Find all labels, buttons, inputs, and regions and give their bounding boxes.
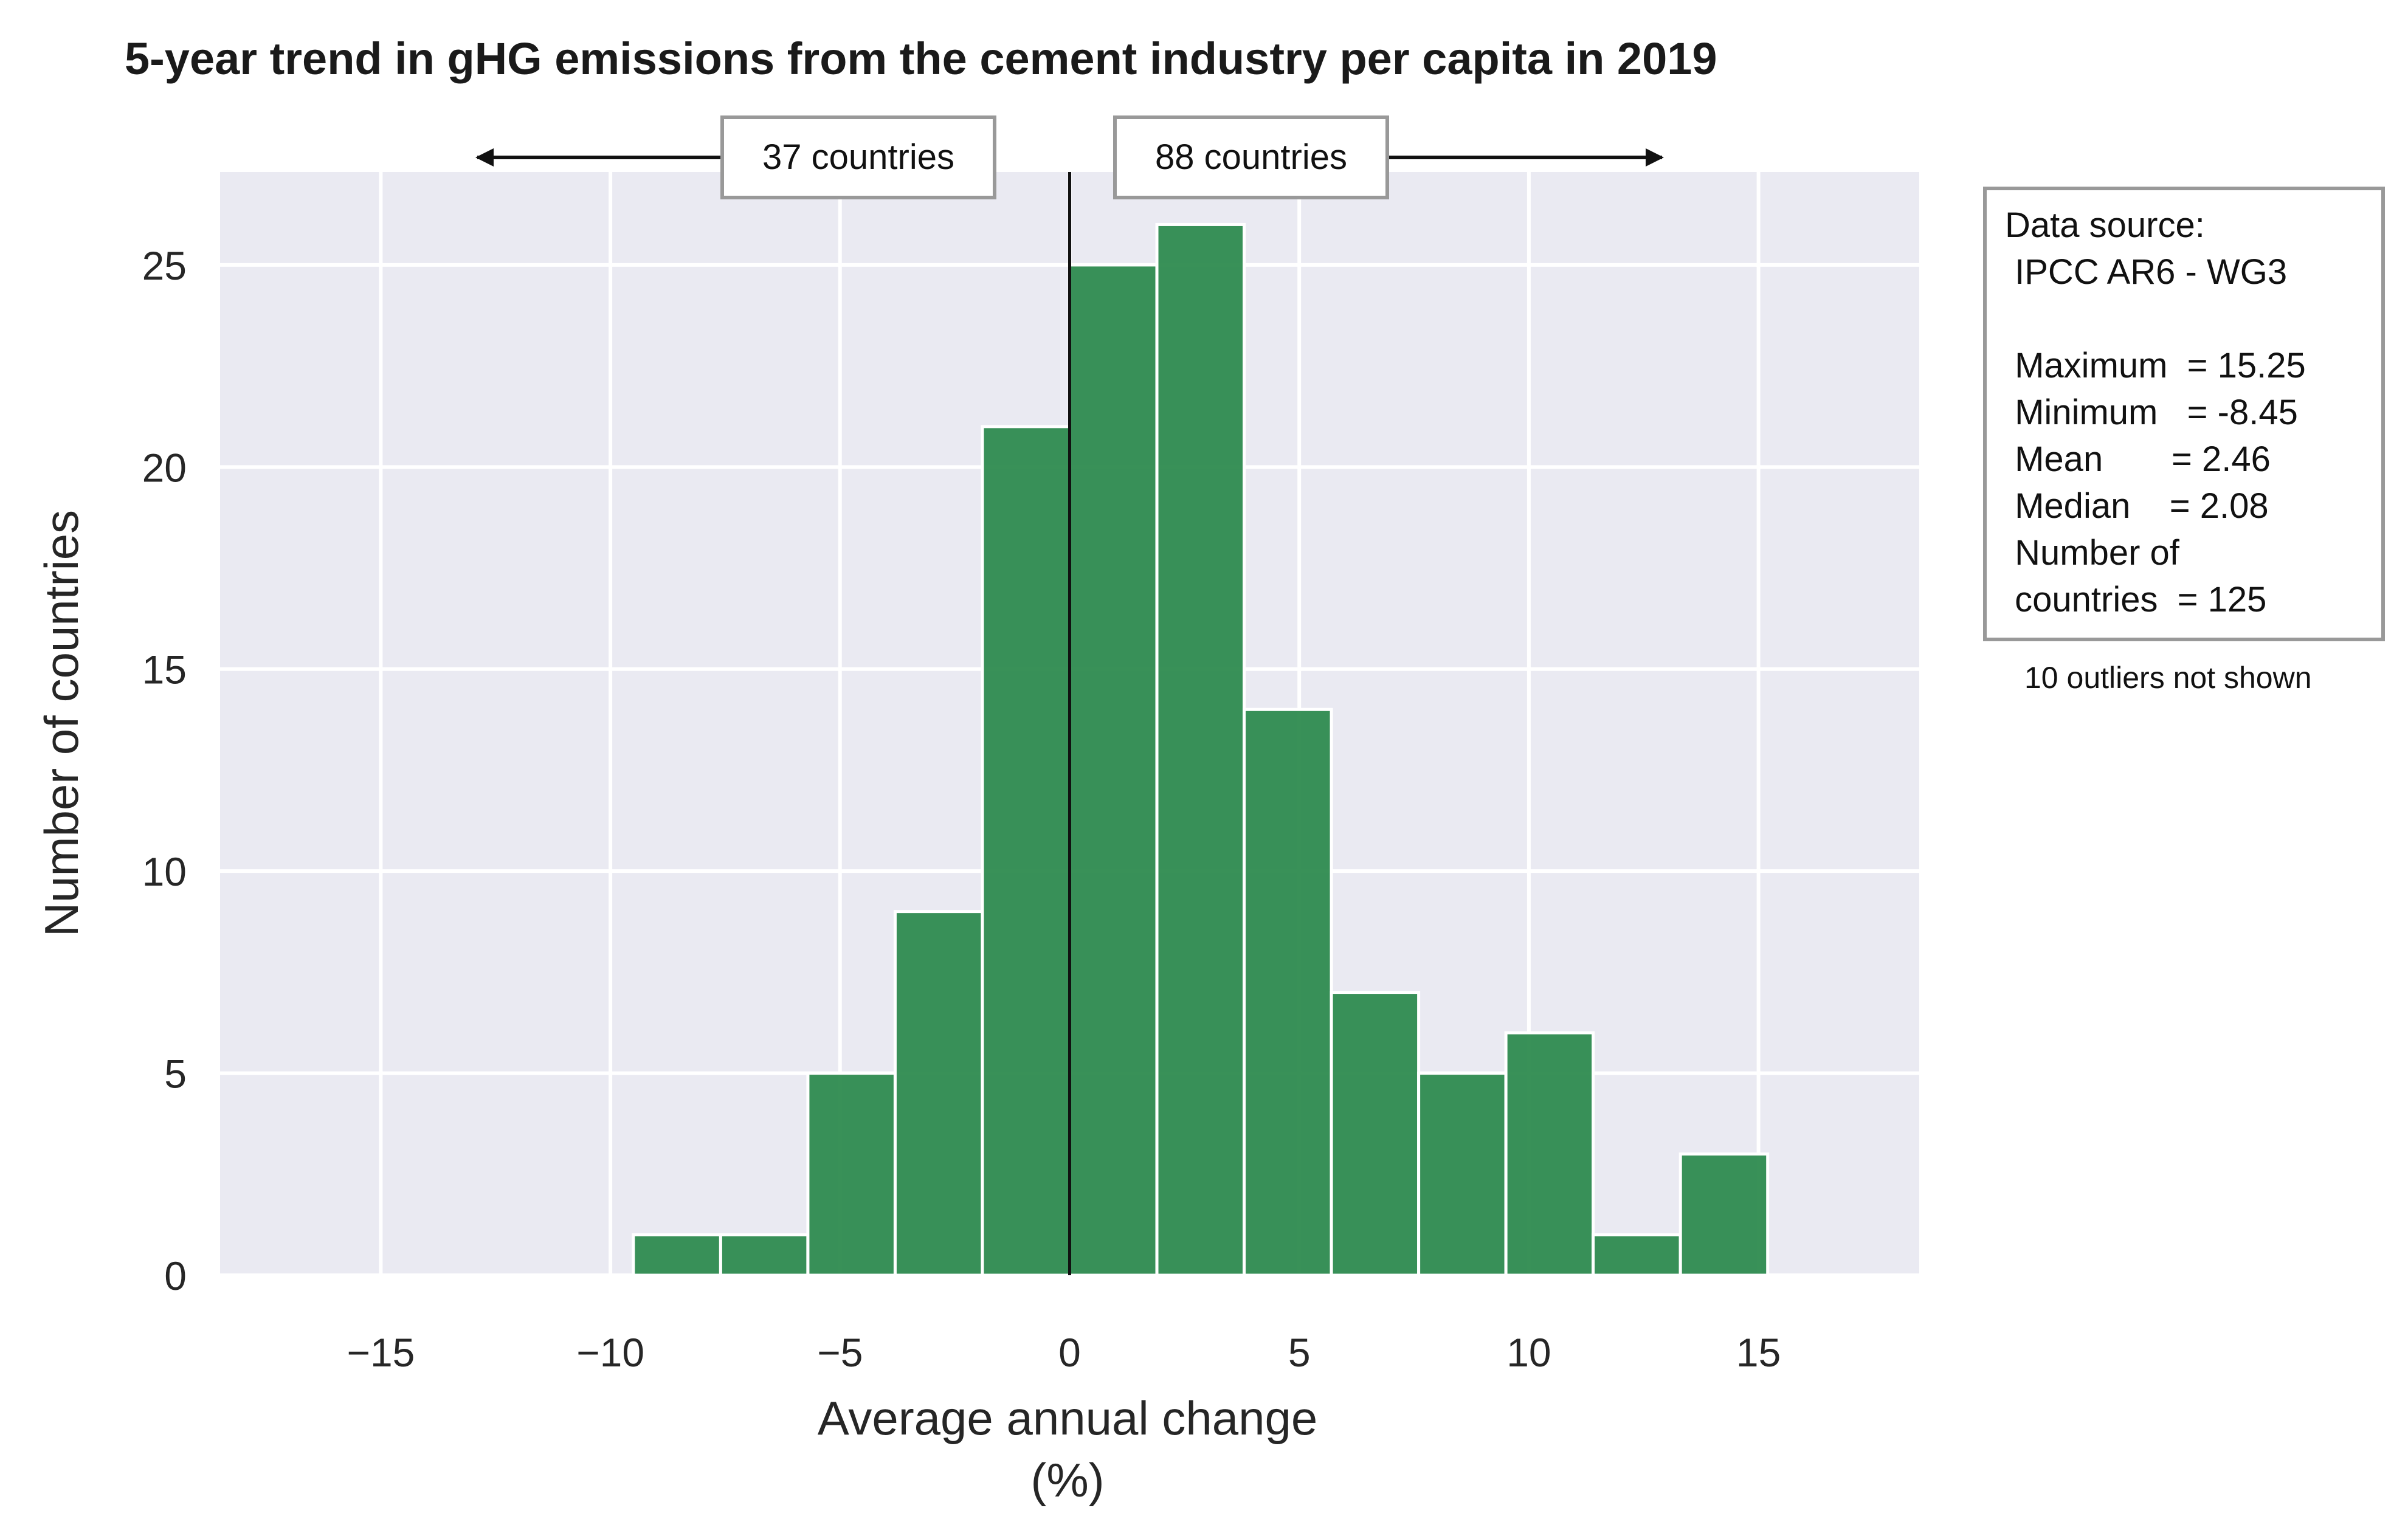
- y-tick-label: 15: [142, 647, 187, 692]
- chart-title: 5-year trend in gHG emissions from the c…: [125, 33, 1717, 84]
- histogram-bar: [1592, 1233, 1682, 1277]
- y-tick-label: 25: [142, 243, 187, 288]
- histogram-bar: [1243, 708, 1333, 1277]
- histogram-bar: [981, 425, 1072, 1277]
- histogram-bar: [893, 910, 984, 1277]
- stats-box-lines: Data source: IPCC AR6 - WG3 Maximum = 15…: [2005, 205, 2306, 619]
- y-tick-label: 20: [142, 445, 187, 490]
- left-annotation-box: [720, 115, 996, 199]
- histogram-bar: [719, 1233, 810, 1277]
- stats-line: Maximum = 15.25: [2005, 346, 2306, 385]
- x-axis-label-line1: Average annual change: [818, 1391, 1318, 1445]
- x-tick-label: −15: [347, 1330, 415, 1375]
- stats-box: [1983, 187, 2385, 641]
- x-axis-ticks: −15 −10 −5 0 5 10 15: [347, 1330, 1781, 1375]
- stats-line: countries = 125: [2005, 580, 2266, 619]
- x-tick-label: 0: [1058, 1330, 1081, 1375]
- histogram-bar: [1068, 263, 1159, 1277]
- right-annotation-box: [1113, 115, 1389, 199]
- x-tick-label: 5: [1288, 1330, 1311, 1375]
- histogram-bar: [1417, 1072, 1508, 1277]
- outliers-note: 10 outliers not shown: [2024, 661, 2312, 695]
- right-annotation-text: 88 countries: [1155, 137, 1347, 177]
- histogram-bar: [1330, 991, 1421, 1277]
- stats-line: IPCC AR6 - WG3: [2005, 252, 2287, 292]
- y-tick-label: 0: [164, 1253, 187, 1298]
- stats-line: Mean = 2.46: [2005, 439, 2271, 479]
- histogram-bar: [806, 1072, 897, 1277]
- histogram-bar: [1155, 222, 1246, 1277]
- stats-line: Data source:: [2005, 205, 2205, 245]
- x-axis-label-line2: (%): [1030, 1453, 1104, 1507]
- histogram-bar: [1678, 1152, 1770, 1277]
- y-tick-label: 5: [164, 1052, 187, 1097]
- stats-line: Number of: [2005, 533, 2180, 573]
- x-tick-label: −10: [576, 1330, 644, 1375]
- y-axis-ticks: 0 5 10 15 20 25: [142, 243, 187, 1298]
- x-tick-label: −5: [817, 1330, 863, 1375]
- stats-line: Minimum = -8.45: [2005, 393, 2298, 432]
- x-tick-label: 15: [1736, 1330, 1781, 1375]
- left-annotation-text: 37 countries: [762, 137, 954, 177]
- histogram-bar: [632, 1233, 722, 1277]
- x-tick-label: 10: [1506, 1330, 1551, 1375]
- histogram-bar: [1504, 1031, 1595, 1277]
- y-tick-label: 10: [142, 849, 187, 894]
- y-axis-label: Number of countries: [35, 510, 88, 937]
- stats-line: Median = 2.08: [2005, 486, 2269, 526]
- histogram-bars: [632, 222, 1770, 1277]
